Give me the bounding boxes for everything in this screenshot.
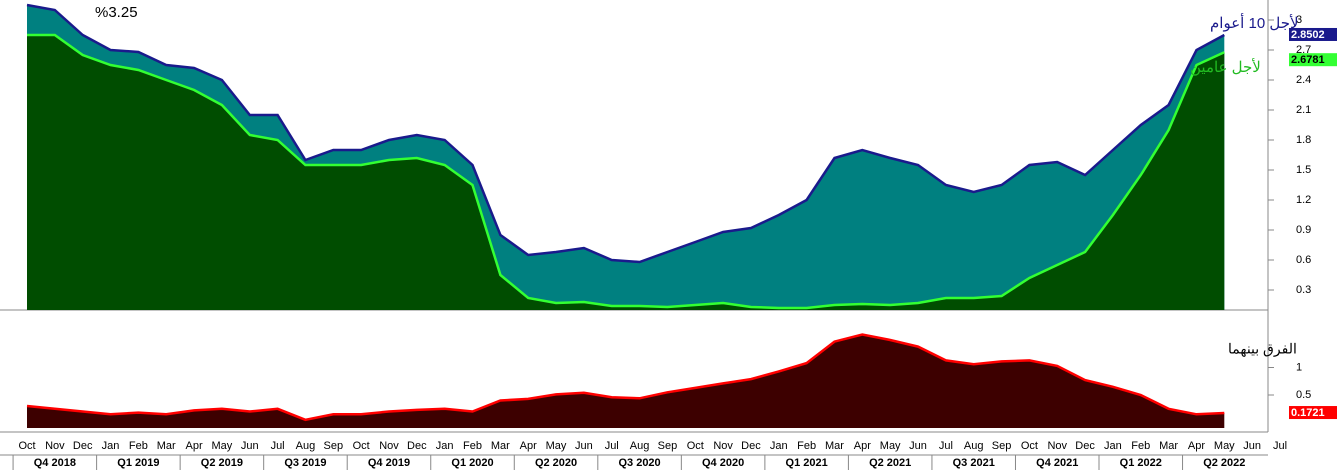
value-tag: 2.8502 — [1291, 29, 1325, 41]
x-tick-label: Jan — [102, 440, 120, 452]
quarter-label: Q4 2021 — [1036, 457, 1078, 469]
y-tick-label: 0.3 — [1296, 284, 1311, 296]
quarter-label: Q2 2022 — [1203, 457, 1245, 469]
x-tick-label: Sep — [658, 440, 678, 452]
y-tick-label: 2.4 — [1296, 74, 1311, 86]
x-tick-label: Sep — [323, 440, 343, 452]
x-tick-label: Sep — [992, 440, 1012, 452]
x-tick-label: Oct — [687, 440, 704, 452]
x-tick-label: Jan — [436, 440, 454, 452]
quarter-label: Q2 2020 — [535, 457, 577, 469]
x-tick-label: Aug — [630, 440, 650, 452]
quarter-label: Q3 2021 — [953, 457, 995, 469]
quarter-label: Q1 2020 — [451, 457, 493, 469]
x-tick-label: Mar — [157, 440, 176, 452]
x-tick-label: Oct — [1021, 440, 1038, 452]
y-tick-label: 1.8 — [1296, 134, 1311, 146]
y-tick-label: 0.9 — [1296, 224, 1311, 236]
line — [26, 333, 1225, 422]
x-tick-label: Aug — [964, 440, 984, 452]
quarter-label: Q2 2021 — [869, 457, 911, 469]
x-tick-label: Nov — [1047, 440, 1067, 452]
x-tick-label: Nov — [45, 440, 65, 452]
line — [26, 3, 1225, 264]
legend-label: الفرق بينهما — [1228, 341, 1297, 358]
value-tag-bg — [1289, 27, 1337, 41]
y-tick-label: 0.5 — [1296, 389, 1311, 401]
y-tick-label: 0.6 — [1296, 254, 1311, 266]
x-tick-label: May — [212, 440, 233, 452]
x-tick-label: Mar — [491, 440, 510, 452]
x-tick-label: Jul — [271, 440, 285, 452]
x-tick-label: Jan — [1104, 440, 1122, 452]
quarter-label: Q4 2020 — [702, 457, 744, 469]
x-tick-label: Apr — [1188, 440, 1205, 452]
area — [27, 334, 1225, 428]
x-tick-label: Mar — [825, 440, 844, 452]
quarter-label: Q3 2020 — [618, 457, 660, 469]
x-tick-label: May — [1214, 440, 1235, 452]
y-tick-label: 1.5 — [1296, 164, 1311, 176]
x-tick-label: Apr — [854, 440, 871, 452]
y-tick-label: 1 — [1296, 361, 1302, 373]
line — [27, 33, 1225, 310]
x-tick-label: Nov — [713, 440, 733, 452]
x-tick-label: Oct — [353, 440, 370, 452]
x-tick-label: Jun — [1243, 440, 1261, 452]
x-tick-label: Oct — [18, 440, 35, 452]
x-tick-label: Dec — [407, 440, 427, 452]
x-tick-label: Feb — [129, 440, 148, 452]
quarter-label: Q4 2019 — [368, 457, 410, 469]
legend-label: لأجل عامين — [1190, 58, 1261, 76]
x-tick-label: Dec — [1075, 440, 1095, 452]
x-tick-label: May — [880, 440, 901, 452]
x-tick-label: Nov — [379, 440, 399, 452]
value-tag-bg — [1289, 53, 1337, 67]
x-tick-label: Jul — [605, 440, 619, 452]
quarter-label: Q3 2019 — [284, 457, 326, 469]
x-tick-label: Jun — [241, 440, 259, 452]
value-tag-bg — [1289, 406, 1337, 420]
x-tick-label: May — [546, 440, 567, 452]
x-tick-label: Apr — [520, 440, 537, 452]
x-tick-label: Jul — [1273, 440, 1287, 452]
y-tick-label: 2.1 — [1296, 104, 1311, 116]
x-tick-label: Jan — [770, 440, 788, 452]
annotation: %3.25 — [95, 4, 138, 21]
value-tag: 2.6781 — [1291, 54, 1325, 66]
x-tick-label: Jul — [939, 440, 953, 452]
x-tick-label: Dec — [73, 440, 93, 452]
x-tick-label: Jun — [575, 440, 593, 452]
quarter-label: Q1 2019 — [117, 457, 159, 469]
quarter-label: Q4 2018 — [34, 457, 76, 469]
x-tick-label: Feb — [797, 440, 816, 452]
x-tick-label: Feb — [1131, 440, 1150, 452]
value-tag: 0.1721 — [1291, 407, 1325, 419]
x-tick-label: Dec — [741, 440, 761, 452]
quarter-label: Q1 2022 — [1120, 457, 1162, 469]
legend-label: لأجل 10 أعوام — [1210, 13, 1299, 32]
area — [27, 35, 1225, 310]
quarter-label: Q2 2019 — [201, 457, 243, 469]
quarter-label: Q1 2021 — [786, 457, 828, 469]
y-tick-label: 1.2 — [1296, 194, 1311, 206]
x-tick-label: Mar — [1159, 440, 1178, 452]
y-tick-label: 2.7 — [1296, 44, 1311, 56]
x-tick-label: Jun — [909, 440, 927, 452]
x-tick-label: Feb — [463, 440, 482, 452]
x-tick-label: Aug — [296, 440, 316, 452]
x-tick-label: Apr — [186, 440, 203, 452]
y-tick-label: 3 — [1296, 14, 1302, 26]
